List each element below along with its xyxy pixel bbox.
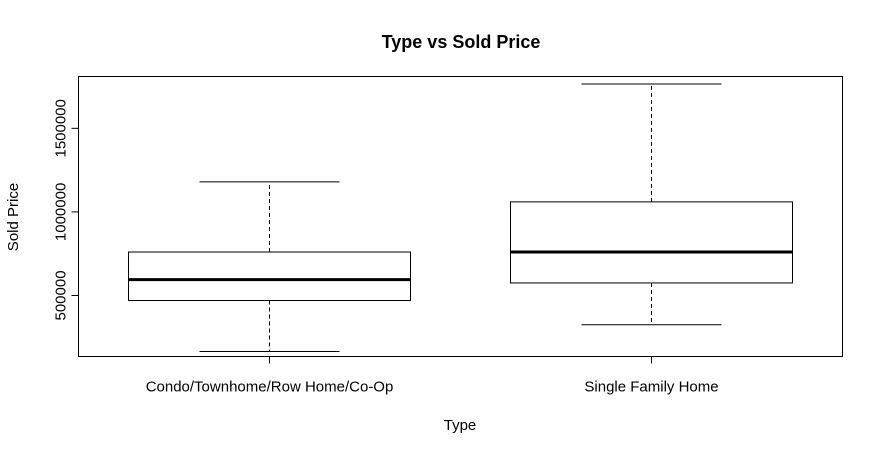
box-1 bbox=[128, 181, 411, 352]
x-tick-label: Single Family Home bbox=[584, 379, 718, 396]
x-tick-label: Condo/Townhome/Row Home/Co-Op bbox=[146, 379, 394, 396]
chart-title: Type vs Sold Price bbox=[382, 32, 541, 52]
y-axis-label: Sold Price bbox=[5, 183, 22, 251]
iqr-box bbox=[128, 251, 411, 301]
y-tick-label: 1500000 bbox=[53, 99, 70, 157]
iqr-box bbox=[510, 201, 793, 284]
box-group bbox=[128, 83, 793, 352]
y-tick-label: 500000 bbox=[53, 270, 70, 320]
y-axis: 500000 1000000 1500000 bbox=[53, 99, 79, 321]
x-axis: Condo/Townhome/Row Home/Co-Op Single Fami… bbox=[146, 356, 719, 396]
box-2 bbox=[510, 83, 793, 326]
x-axis-label: Type bbox=[444, 417, 477, 434]
y-tick-label: 1000000 bbox=[53, 183, 70, 241]
